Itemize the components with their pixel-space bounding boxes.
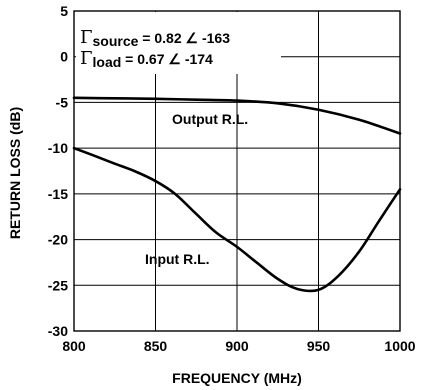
series-layer <box>72 96 402 293</box>
source-value: = 0.82 ∠ -163 <box>138 30 230 46</box>
y-tick-label: -5 <box>56 94 69 110</box>
load-value: = 0.67 ∠ -174 <box>121 51 213 67</box>
x-tick-labels: 800 850 900 950 1000 <box>62 338 415 354</box>
source-subscript: source <box>93 33 139 49</box>
x-axis-title: FREQUENCY (MHz) <box>172 370 302 386</box>
x-tick-label: 800 <box>62 338 86 354</box>
y-tick-label: 5 <box>60 3 68 19</box>
output-series-label: Output R.L. <box>172 111 248 127</box>
load-subscript: load <box>93 54 122 70</box>
source-annotation: Γsource = 0.82 ∠ -163 <box>80 27 230 49</box>
y-axis-title: RETURN LOSS (dB) <box>7 107 23 239</box>
x-tick-label: 850 <box>144 338 168 354</box>
y-tick-labels: 5 0 -5 -10 -15 -20 -25 -30 <box>48 3 68 339</box>
annotation-background <box>76 12 281 74</box>
output-rl-line <box>72 96 402 135</box>
x-tick-label: 1000 <box>384 338 415 354</box>
gamma-symbol: Γ <box>80 27 93 48</box>
y-tick-label: 0 <box>60 49 68 65</box>
y-tick-label: -30 <box>48 323 68 339</box>
x-tick-label: 900 <box>225 338 249 354</box>
y-tick-label: -20 <box>48 232 68 248</box>
x-tick-label: 950 <box>307 338 331 354</box>
load-annotation: Γload = 0.67 ∠ -174 <box>80 48 213 70</box>
y-tick-label: -10 <box>48 140 68 156</box>
y-tick-label: -25 <box>48 277 68 293</box>
input-rl-line <box>72 146 402 293</box>
gamma-symbol: Γ <box>80 48 93 69</box>
input-series-label: Input R.L. <box>145 251 210 267</box>
plot-frame <box>73 10 401 332</box>
y-tick-label: -15 <box>48 186 68 202</box>
